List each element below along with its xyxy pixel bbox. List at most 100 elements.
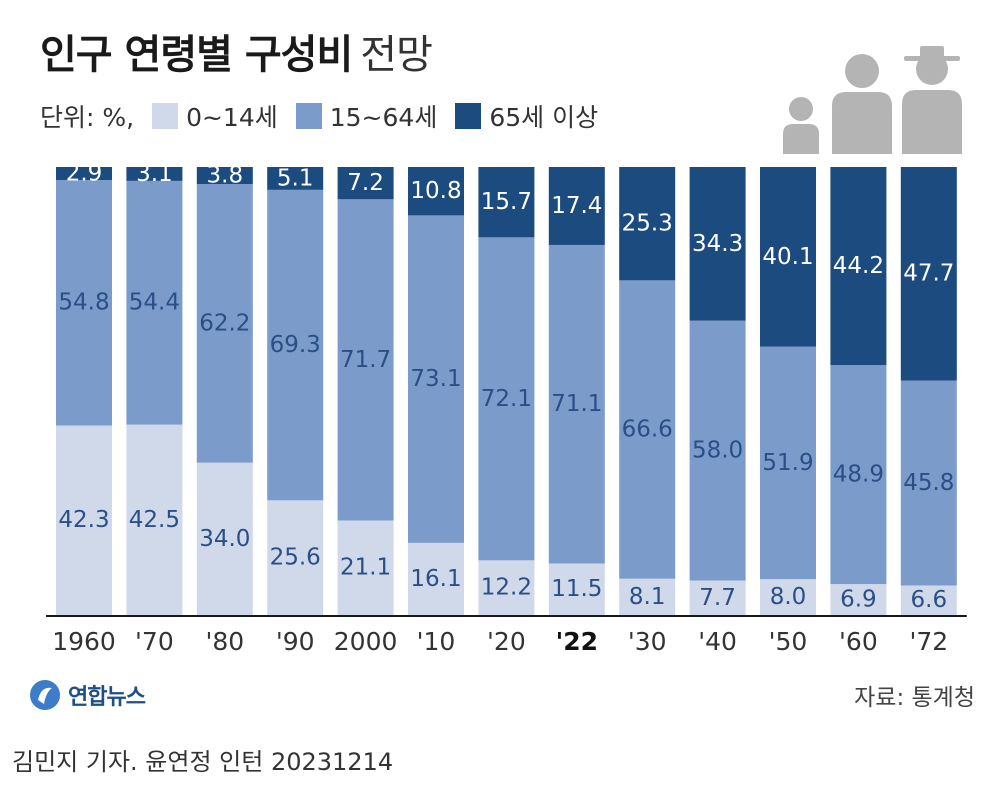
x-tick-label-5: '10 (417, 627, 456, 656)
data-label-young-7: 11.5 (551, 576, 602, 602)
data-label-working-7: 71.1 (551, 391, 602, 417)
x-tick-label-3: '90 (276, 627, 315, 656)
elder-hat-brim-icon (904, 56, 960, 61)
bar-young-9 (689, 580, 746, 615)
bar-elderly-0 (56, 167, 112, 180)
data-label-young-11: 6.9 (840, 587, 877, 613)
data-label-working-6: 72.1 (481, 386, 532, 412)
data-label-elderly-3: 5.1 (277, 165, 314, 191)
legend: 단위: %, 0~14세 15~64세 65세 이상 (40, 100, 598, 132)
elder-hat-top-icon (920, 46, 944, 58)
data-label-young-4: 21.1 (340, 555, 391, 581)
bar-elderly-10 (760, 167, 816, 347)
bar-elderly-7 (548, 167, 605, 245)
legend-label-0-14: 0~14세 (186, 103, 278, 132)
data-label-young-1: 42.5 (129, 507, 180, 533)
bar-young-11 (830, 584, 887, 615)
data-label-working-0: 54.8 (58, 290, 109, 316)
bar-young-8 (619, 578, 676, 615)
data-label-elderly-6: 15.7 (481, 189, 532, 215)
bar-elderly-3 (267, 167, 324, 190)
data-label-working-1: 54.4 (129, 290, 180, 316)
bar-young-6 (478, 560, 535, 615)
legend-label-15-64: 15~64세 (329, 103, 438, 132)
labels-layer: 42.3 54.8 2.9 42.5 54.4 3.1 34.0 62.2 3.8 25.6 69.… (58, 160, 954, 613)
data-label-young-9: 7.7 (699, 585, 736, 611)
x-tick-label-1: '70 (135, 627, 174, 656)
data-label-working-4: 71.7 (340, 347, 391, 373)
x-tick-label-8: '30 (628, 627, 667, 656)
bar-working-6 (478, 237, 535, 561)
x-tick-label-7: '22 (556, 627, 598, 656)
bar-elderly-11 (830, 167, 887, 366)
chart-title: 인구 연령별 구성비 전망 (40, 22, 433, 80)
adult-body-icon (832, 92, 892, 154)
data-label-elderly-2: 3.8 (207, 163, 244, 189)
data-label-elderly-8: 25.3 (622, 211, 673, 237)
bar-young-5 (408, 542, 464, 615)
data-label-young-0: 42.3 (58, 507, 109, 533)
data-label-elderly-4: 7.2 (347, 170, 384, 196)
bar-young-7 (548, 563, 605, 615)
data-label-working-2: 62.2 (199, 310, 250, 336)
data-label-working-9: 58.0 (692, 438, 743, 464)
data-label-elderly-7: 17.4 (551, 193, 602, 219)
data-label-young-5: 16.1 (410, 566, 461, 592)
bar-elderly-1 (126, 167, 183, 181)
bar-young-0 (56, 425, 112, 615)
x-tick-label-6: '20 (487, 627, 526, 656)
data-label-elderly-12: 47.7 (903, 261, 954, 287)
bar-elderly-2 (196, 167, 253, 185)
bar-working-4 (337, 199, 394, 521)
data-label-young-2: 34.0 (199, 526, 250, 552)
x-tick-label-10: '50 (769, 627, 808, 656)
x-tick-label-2: '80 (205, 627, 244, 656)
bar-elderly-6 (478, 167, 535, 238)
bars-layer (56, 167, 957, 615)
legend-swatch-65-plus (455, 103, 482, 129)
bar-elderly-9 (689, 167, 746, 321)
data-label-working-12: 45.8 (903, 470, 954, 496)
byline: 김민지 기자. 윤연정 인턴 20231214 (12, 748, 394, 776)
bar-working-9 (689, 320, 746, 581)
legend-label-65-plus: 65세 이상 (489, 103, 599, 132)
bar-working-10 (760, 346, 816, 580)
unit-label: 단위: %, (40, 103, 135, 132)
bar-young-4 (337, 520, 394, 615)
x-ticks-layer: 1960 '70 '80 '90 2000 '10 '20 '22 '30 '40 '50 '60 '7… (52, 627, 948, 656)
child-head-icon (789, 97, 813, 121)
x-tick-label-12: '72 (909, 627, 948, 656)
bar-working-1 (126, 180, 183, 425)
bar-working-8 (619, 280, 676, 579)
data-label-young-8: 8.1 (629, 584, 666, 610)
data-label-elderly-0: 2.9 (66, 160, 103, 186)
data-label-young-10: 8.0 (770, 584, 807, 610)
data-label-elderly-5: 10.8 (410, 178, 461, 204)
data-label-elderly-1: 3.1 (136, 161, 173, 187)
x-tick-label-11: '60 (839, 627, 878, 656)
data-label-young-12: 6.6 (911, 587, 948, 613)
bar-elderly-12 (900, 167, 957, 381)
data-label-elderly-9: 34.3 (692, 231, 743, 257)
data-label-elderly-11: 44.2 (833, 253, 884, 279)
x-tick-label-4: 2000 (334, 627, 398, 656)
bar-working-3 (267, 189, 324, 501)
chart-title-sub: 전망 (360, 32, 433, 78)
bar-working-0 (56, 179, 112, 426)
bar-elderly-4 (337, 167, 394, 200)
bar-elderly-8 (619, 167, 676, 281)
data-label-working-8: 66.6 (622, 417, 673, 443)
people-group-icon (783, 46, 962, 154)
data-label-working-3: 69.3 (270, 332, 321, 358)
bar-working-12 (900, 380, 957, 586)
x-tick-label-9: '40 (698, 627, 737, 656)
bar-working-7 (548, 244, 605, 564)
legend-swatch-15-64 (295, 103, 322, 129)
data-label-working-11: 48.9 (833, 462, 884, 488)
data-label-young-6: 12.2 (481, 575, 532, 601)
data-label-elderly-10: 40.1 (762, 244, 813, 270)
yonhap-logo-icon (30, 680, 60, 710)
chart-title-main: 인구 연령별 구성비 (40, 32, 353, 78)
bar-young-3 (267, 500, 324, 615)
